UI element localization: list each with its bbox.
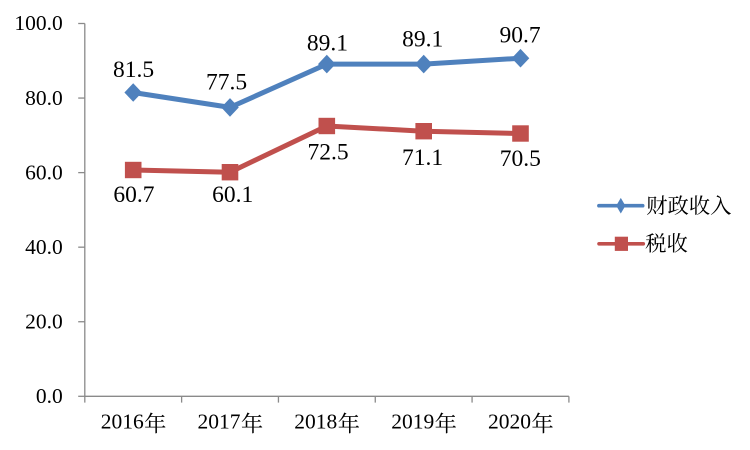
svg-text:2020: 2020 [488, 410, 531, 434]
svg-text:2016: 2016 [101, 410, 144, 434]
svg-text:89.1: 89.1 [402, 27, 443, 53]
svg-text:0.0: 0.0 [36, 384, 63, 408]
svg-text:2018: 2018 [294, 410, 337, 434]
svg-text:2019: 2019 [391, 410, 434, 434]
svg-text:20.0: 20.0 [25, 309, 63, 333]
svg-text:72.5: 72.5 [307, 140, 348, 166]
svg-text:89.1: 89.1 [307, 30, 348, 56]
svg-text:71.1: 71.1 [402, 145, 443, 171]
svg-text:60.0: 60.0 [25, 160, 63, 184]
svg-text:70.5: 70.5 [500, 146, 541, 172]
svg-text:77.5: 77.5 [206, 70, 247, 96]
svg-text:60.1: 60.1 [212, 182, 253, 208]
svg-text:81.5: 81.5 [113, 57, 154, 83]
svg-text:90.7: 90.7 [499, 22, 540, 48]
svg-text:40.0: 40.0 [25, 235, 63, 259]
svg-text:80.0: 80.0 [25, 86, 63, 110]
svg-text:60.7: 60.7 [113, 182, 154, 208]
svg-text:100.0: 100.0 [14, 11, 62, 35]
svg-text:2017: 2017 [198, 410, 241, 434]
